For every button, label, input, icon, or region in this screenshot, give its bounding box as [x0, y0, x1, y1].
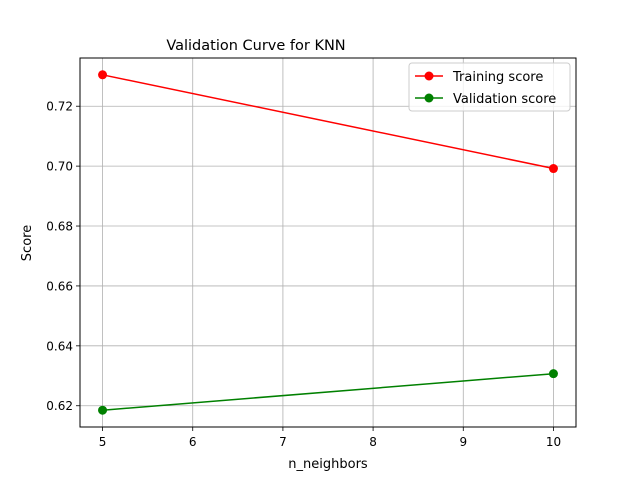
training-score-point — [548, 164, 558, 174]
y-axis-label: Score — [20, 225, 35, 261]
x-tick-label: 7 — [279, 435, 287, 449]
validation-score-line — [102, 372, 554, 411]
x-tick-label: 10 — [546, 435, 561, 449]
y-axis-ticks: 0.62 0.64 0.66 0.68 0.70 0.72 — [46, 100, 80, 413]
x-tick-label: 9 — [459, 435, 467, 449]
validation-score-point — [548, 369, 558, 379]
x-tick-label: 6 — [189, 435, 197, 449]
legend-marker-validation — [424, 93, 434, 103]
x-axis-ticks: 5 6 7 8 9 10 — [99, 427, 561, 449]
x-tick-label: 8 — [369, 435, 377, 449]
legend: Training score Validation score — [408, 62, 571, 112]
x-tick-label: 5 — [99, 435, 107, 449]
validation-score-point — [98, 405, 108, 415]
legend-marker-training — [424, 71, 434, 81]
y-tick-label: 0.64 — [46, 339, 73, 353]
series-layer — [98, 70, 558, 415]
y-tick-label: 0.66 — [46, 279, 73, 293]
y-tick-label: 0.68 — [46, 220, 73, 234]
legend-frame — [408, 62, 571, 112]
y-tick-label: 0.70 — [46, 160, 73, 174]
training-score-line — [102, 74, 554, 170]
y-tick-label: 0.72 — [46, 100, 73, 114]
y-tick-label: 0.62 — [46, 399, 73, 413]
legend-label-training: Training score — [452, 70, 543, 85]
training-score-point — [98, 70, 108, 80]
chart-title: Validation Curve for KNN — [166, 38, 345, 54]
x-axis-label: n_neighbors — [288, 457, 368, 472]
grid-lines — [80, 58, 576, 427]
plot-frame — [79, 57, 577, 428]
legend-label-validation: Validation score — [453, 92, 556, 107]
